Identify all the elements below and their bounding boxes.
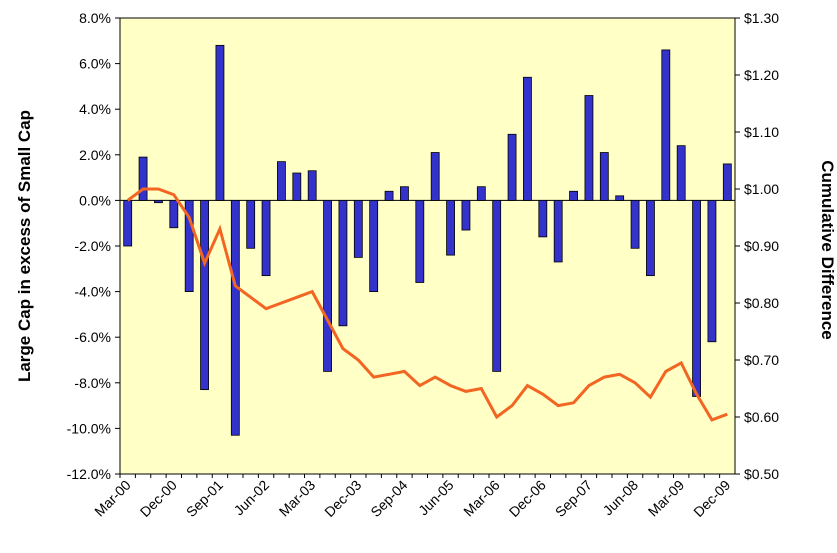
x-tick-label: Mar-00 (91, 477, 134, 520)
bar (430, 152, 440, 201)
x-tick-label: Mar-09 (645, 477, 688, 520)
bar (369, 199, 379, 292)
bar (353, 199, 363, 258)
y-tick-label: 4.0% (79, 101, 111, 117)
x-tick-label: Mar-03 (276, 477, 319, 520)
bar (184, 199, 194, 292)
x-tick-label: Jun-02 (231, 477, 273, 519)
y-tick-label: -8.0% (74, 375, 111, 391)
bar (200, 199, 209, 391)
bar (722, 163, 732, 201)
bar (446, 199, 455, 256)
x-tick-label: Dec-03 (321, 477, 364, 520)
y-axis-title: Large Cap in excess of Small Cap (15, 110, 34, 382)
y-tick-label: 0.0% (79, 192, 111, 208)
bar (492, 199, 502, 372)
y2-tick-label: $0.90 (744, 238, 779, 254)
y2-tick-label: $1.00 (744, 181, 779, 197)
bar (507, 133, 517, 201)
bar (261, 199, 271, 277)
x-tick-label: Sep-04 (367, 477, 410, 520)
x-tick-label: Mar-06 (460, 477, 503, 520)
bar (646, 199, 655, 277)
bar (630, 199, 640, 249)
bar (661, 49, 671, 201)
x-tick-label: Dec-06 (506, 477, 549, 520)
bar (292, 172, 302, 201)
bar (461, 199, 471, 231)
bar (323, 199, 332, 372)
bar (338, 199, 348, 327)
y-tick-label: -4.0% (74, 284, 111, 300)
bar (277, 161, 286, 201)
bar (676, 145, 686, 201)
bar (476, 186, 486, 201)
y2-tick-label: $1.10 (744, 124, 779, 140)
y2-tick-label: $1.30 (744, 10, 779, 26)
bar (569, 190, 578, 201)
bar (384, 190, 394, 201)
y-tick-label: 6.0% (79, 56, 111, 72)
bar (123, 199, 133, 247)
x-tick-label: Sep-01 (183, 477, 226, 520)
x-tick-label: Dec-00 (137, 477, 180, 520)
y2-axis-title: Cumulative Difference (818, 160, 837, 340)
y-tick-label: -12.0% (67, 466, 111, 482)
bar (599, 152, 609, 201)
bar (523, 76, 532, 201)
y-tick-label: -2.0% (74, 238, 111, 254)
bar (553, 199, 563, 263)
bar (415, 199, 425, 283)
y-tick-label: -6.0% (74, 329, 111, 345)
bar (615, 195, 625, 201)
bar (215, 44, 225, 201)
bar (538, 199, 548, 238)
bar (230, 199, 240, 436)
x-tick-label: Sep-07 (552, 477, 595, 520)
line (126, 187, 728, 422)
bar (138, 156, 148, 201)
bar (400, 186, 409, 201)
x-tick-label: Dec-09 (690, 477, 733, 520)
y2-tick-label: $0.70 (744, 352, 779, 368)
x-tick-label: Jun-05 (415, 477, 457, 519)
y-tick-label: 2.0% (79, 147, 111, 163)
y2-tick-label: $0.80 (744, 295, 779, 311)
x-tick-label: Jun-08 (600, 477, 642, 519)
y2-tick-label: $0.50 (744, 466, 779, 482)
y2-tick-label: $0.60 (744, 409, 779, 425)
bar (584, 95, 594, 201)
bar (307, 170, 317, 201)
y-tick-label: 8.0% (79, 10, 111, 26)
bar (692, 199, 701, 397)
bar (707, 199, 717, 343)
bar (246, 199, 256, 249)
y2-tick-label: $1.20 (744, 67, 779, 83)
y-tick-label: -10.0% (67, 420, 111, 436)
bar (169, 199, 179, 229)
bar (154, 199, 163, 204)
